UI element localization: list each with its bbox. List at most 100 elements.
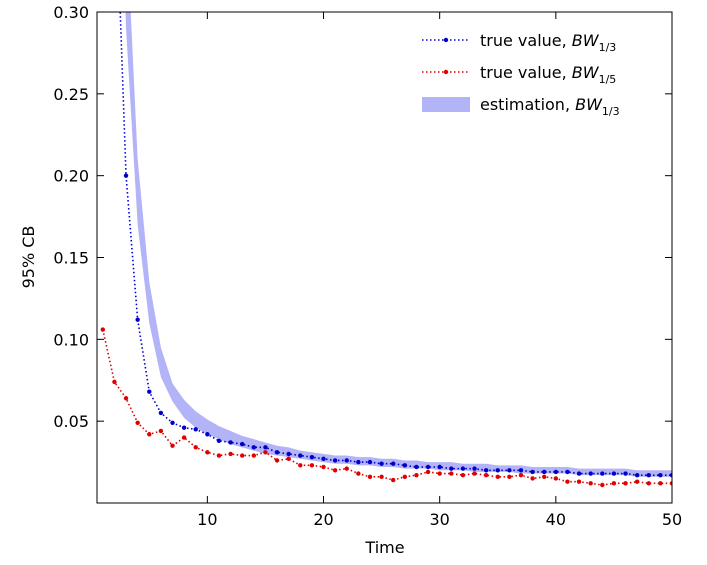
series-point <box>391 477 396 483</box>
legend-label-part: BW <box>572 31 600 50</box>
legend-swatch-point <box>443 37 449 43</box>
series-point <box>344 466 349 471</box>
series-point <box>576 471 582 476</box>
series-point <box>332 468 338 473</box>
series-point <box>483 468 489 473</box>
series-point <box>100 327 106 332</box>
series-point <box>623 471 628 476</box>
series-point <box>240 453 245 458</box>
series-point <box>646 481 651 486</box>
series-point <box>402 463 408 468</box>
series-point <box>263 450 268 455</box>
series-point <box>123 173 129 178</box>
legend-label: true value, BW1/5 <box>480 63 616 86</box>
series-point <box>553 469 559 475</box>
series-point <box>379 474 384 480</box>
series-point <box>321 456 326 462</box>
series-point <box>518 468 524 473</box>
series-point <box>228 451 233 457</box>
y-tick-label: 0.30 <box>53 3 89 22</box>
series-point <box>634 472 640 478</box>
legend-swatch <box>422 97 470 112</box>
series-point <box>576 479 582 484</box>
series-point <box>240 441 245 447</box>
y-tick-label: 0.10 <box>53 330 89 349</box>
plot-area <box>100 12 672 488</box>
series-point <box>298 463 303 468</box>
series-point <box>367 459 373 465</box>
series-point <box>542 469 547 475</box>
series-point <box>205 432 210 437</box>
series-point <box>286 456 291 462</box>
series-point <box>263 445 268 450</box>
series-point <box>507 474 512 480</box>
series-point <box>495 468 500 473</box>
series-point <box>472 466 477 471</box>
series-point <box>530 469 535 475</box>
series-point <box>193 445 198 450</box>
series-point <box>251 453 257 458</box>
y-tick-label: 0.05 <box>53 412 89 431</box>
series-point <box>216 438 222 444</box>
series-point <box>274 450 280 455</box>
series-point <box>391 461 396 466</box>
series-point <box>565 469 570 475</box>
series-point <box>425 469 431 475</box>
series-point <box>553 476 559 481</box>
y-axis-label: 95% CB <box>19 226 38 289</box>
series-point <box>460 466 466 471</box>
series-point <box>425 464 431 470</box>
series-point <box>274 458 280 463</box>
series-point <box>135 317 140 322</box>
legend-label-part: 1/5 <box>599 73 617 86</box>
x-tick-label: 50 <box>662 510 682 529</box>
series-point <box>321 464 326 470</box>
y-tick-label: 0.25 <box>53 85 89 104</box>
series-point <box>205 450 210 455</box>
legend-label-part: true value, <box>480 63 572 82</box>
series-point <box>588 481 593 486</box>
series-point <box>158 410 164 416</box>
y-tick-label: 0.15 <box>53 249 89 268</box>
series-point <box>449 471 454 476</box>
series-point <box>181 425 187 430</box>
series-point <box>646 472 651 478</box>
series-point <box>402 474 408 480</box>
series-point <box>356 459 361 465</box>
series-point <box>147 389 152 394</box>
series-point <box>414 472 419 478</box>
series-point <box>216 453 222 458</box>
series-point <box>309 454 315 460</box>
series-point <box>193 427 198 432</box>
series-point <box>669 481 672 486</box>
series-point <box>367 474 373 480</box>
series-point <box>530 476 535 481</box>
series-point <box>600 471 605 476</box>
series-point <box>483 472 489 478</box>
series-point <box>379 461 384 466</box>
series-point <box>449 466 454 471</box>
series-point <box>112 379 117 385</box>
series-point <box>565 479 570 484</box>
series-point <box>251 445 257 450</box>
series-point <box>228 440 233 445</box>
series-point <box>344 458 349 463</box>
legend-label-part: estimation, <box>480 95 575 114</box>
legend-label-part: 1/3 <box>599 41 617 54</box>
legend-label-part: 1/3 <box>602 105 620 118</box>
series-point <box>460 472 466 478</box>
series-point <box>437 471 442 476</box>
series-point <box>158 428 164 434</box>
x-tick-label: 40 <box>546 510 566 529</box>
series-point <box>123 396 129 401</box>
legend-label-part: BW <box>575 95 603 114</box>
series-point <box>309 463 315 468</box>
series-point <box>507 468 512 473</box>
x-tick-label: 10 <box>197 510 217 529</box>
series-point <box>414 464 419 470</box>
series-point <box>135 420 140 426</box>
legend-label-part: true value, <box>480 31 572 50</box>
series-point <box>658 481 663 486</box>
series-point <box>298 453 303 458</box>
